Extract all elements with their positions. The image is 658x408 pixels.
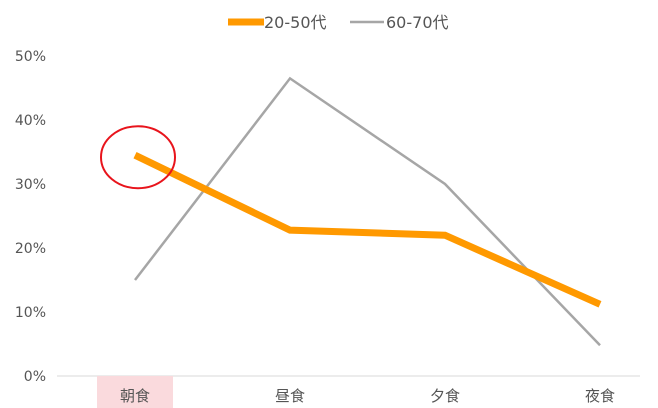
legend: 20-50代 60-70代 — [228, 13, 449, 32]
x-tick-label: 昼食 — [275, 387, 305, 405]
x-tick-label: 朝食 — [120, 387, 150, 405]
series-line-1 — [133, 152, 602, 308]
y-axis: 0% 10% 20% 30% 40% 50% — [15, 49, 46, 385]
series-line-2 — [134, 76, 601, 347]
x-axis: 朝食 昼食 夕食 夜食 — [120, 387, 615, 405]
y-tick-label: 10% — [15, 305, 46, 321]
x-tick-label: 夕食 — [430, 387, 460, 405]
x-tick-label: 夜食 — [585, 387, 615, 405]
y-tick-label: 20% — [15, 241, 46, 257]
annotation-circle — [100, 125, 176, 190]
y-tick-label: 50% — [15, 49, 46, 65]
category-highlight-band — [97, 376, 173, 408]
y-tick-label: 30% — [15, 177, 46, 193]
legend-label: 60-70代 — [386, 13, 449, 32]
legend-label: 20-50代 — [264, 13, 327, 32]
annotation-layer — [100, 125, 176, 190]
y-tick-label: 40% — [15, 113, 46, 129]
highlight-band-layer — [97, 376, 173, 408]
y-tick-label: 0% — [24, 369, 46, 385]
series-layer — [133, 76, 602, 347]
